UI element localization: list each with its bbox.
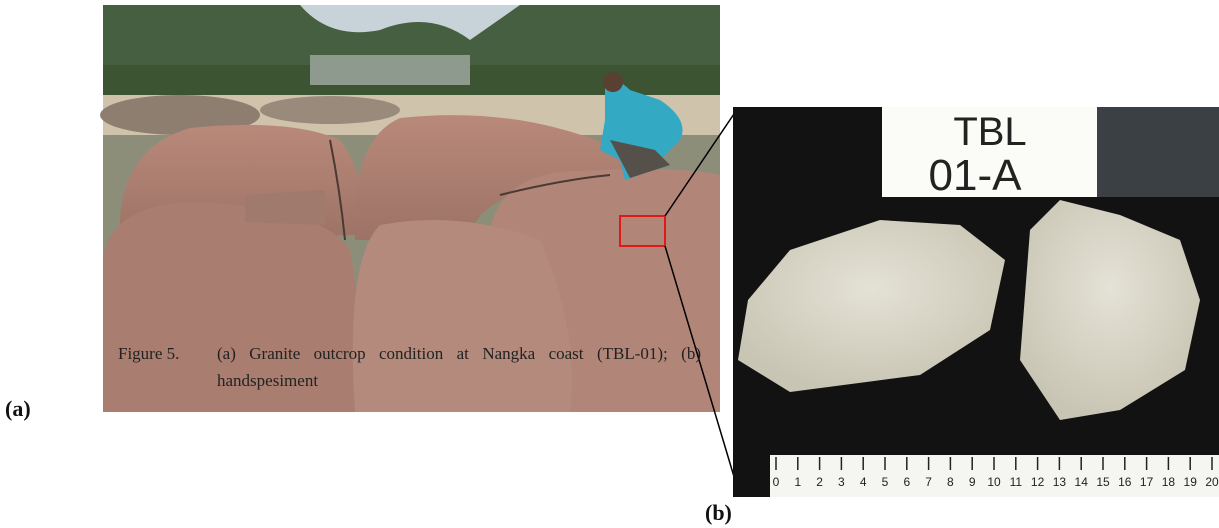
ruler-label: 15	[1096, 475, 1110, 489]
ruler-label: 10	[987, 475, 1001, 489]
ruler-label: 1	[794, 475, 801, 489]
ruler-label: 3	[838, 475, 845, 489]
ruler-label: 12	[1031, 475, 1045, 489]
ruler-label: 19	[1184, 475, 1198, 489]
sample-label: 01-A	[929, 151, 1023, 200]
ruler-label: 9	[969, 475, 976, 489]
panel-label: (b)	[705, 500, 732, 525]
zoom-line	[664, 245, 739, 491]
ruler-label: 7	[925, 475, 932, 489]
panel-label: (a)	[5, 396, 31, 421]
sample-label: TBL	[953, 110, 1026, 154]
ruler-label: 2	[816, 475, 823, 489]
ruler-label: 18	[1162, 475, 1176, 489]
ruler-label: 20	[1205, 475, 1219, 489]
ruler: 0 1 2 3 4 5 6 7 8 9 10 11 12 13 14 15 16 17 18 19 20	[773, 457, 1219, 489]
ruler-label: 4	[860, 475, 867, 489]
ruler-label: 5	[882, 475, 889, 489]
ruler-label: 6	[903, 475, 910, 489]
caption-number: Figure 5.	[118, 344, 180, 363]
ruler-label: 13	[1053, 475, 1067, 489]
photo-specimen	[733, 107, 1219, 497]
ruler-label: 16	[1118, 475, 1132, 489]
caption-text: (a) Granite outcrop condition at Nangka …	[217, 344, 701, 390]
ruler-label: 0	[773, 475, 780, 489]
ruler-label: 11	[1010, 475, 1023, 489]
ruler-label: 14	[1075, 475, 1089, 489]
ruler-label: 8	[947, 475, 954, 489]
photo-outcrop	[100, 5, 720, 412]
ruler-label: 17	[1140, 475, 1154, 489]
zoom-line	[664, 107, 739, 217]
